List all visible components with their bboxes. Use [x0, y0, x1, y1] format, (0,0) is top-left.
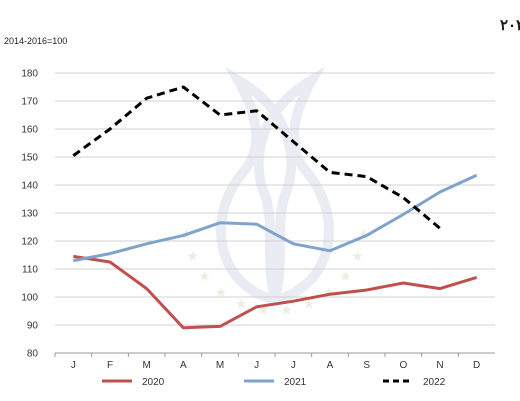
watermark-star: ★: [215, 285, 228, 301]
x-tick-label: A: [180, 360, 187, 371]
watermark-flame: [253, 66, 334, 307]
legend-label-2020: 2020: [142, 377, 165, 388]
watermark-star: ★: [198, 269, 211, 285]
watermark-star: ★: [280, 302, 293, 318]
series-line-2020: [73, 254, 478, 330]
chart-title: شاخص قیمت SMP فائو – نوامبر ۲۰۲۲: [500, 16, 520, 34]
x-tick-label: A: [327, 360, 334, 371]
plot-area: 80 90 100 110 120 130 140 150 160 170 180 J F M A M J J A S…: [21, 69, 495, 371]
y-tick-label: 130: [21, 209, 38, 220]
watermark-star: ★: [186, 249, 199, 265]
watermark-star: ★: [303, 296, 316, 312]
y-tick-label: 80: [27, 349, 39, 360]
watermark-star: ★: [339, 269, 352, 285]
x-tick-label: M: [216, 360, 224, 371]
x-tick-label: J: [254, 360, 259, 371]
watermark-star: ★: [235, 296, 248, 312]
legend-label-2021: 2021: [284, 377, 307, 388]
chart-subtitle: 2014-2016=100: [4, 36, 67, 46]
x-tick-label: M: [142, 360, 150, 371]
y-tick-label: 120: [21, 237, 38, 248]
legend: 2020 2021 2022: [102, 377, 446, 388]
y-tick-label: 150: [21, 153, 38, 164]
x-tick-label: J: [291, 360, 296, 371]
y-tick-label: 140: [21, 181, 38, 192]
x-tick-label: S: [363, 360, 370, 371]
x-tick-label: F: [107, 360, 113, 371]
watermark-logo: ★★★★★ ★ ★ ★★★★★: [180, 66, 370, 318]
x-tick-label: N: [436, 360, 443, 371]
legend-label-2022: 2022: [423, 377, 446, 388]
y-tick-label: 160: [21, 125, 38, 136]
watermark-flame: [216, 66, 297, 307]
y-tick-label: 100: [21, 293, 38, 304]
x-tick-label: D: [473, 360, 480, 371]
x-tick-label: J: [71, 360, 76, 371]
y-tick-label: 170: [21, 97, 38, 108]
y-tick-label: 110: [22, 265, 38, 276]
y-tick-label: 90: [27, 321, 39, 332]
watermark-star: ★: [351, 249, 364, 265]
y-tick-label: 180: [21, 69, 38, 80]
series-line-2022: [72, 85, 441, 230]
series-line-2021: [73, 173, 478, 263]
x-tick-label: O: [399, 360, 407, 371]
